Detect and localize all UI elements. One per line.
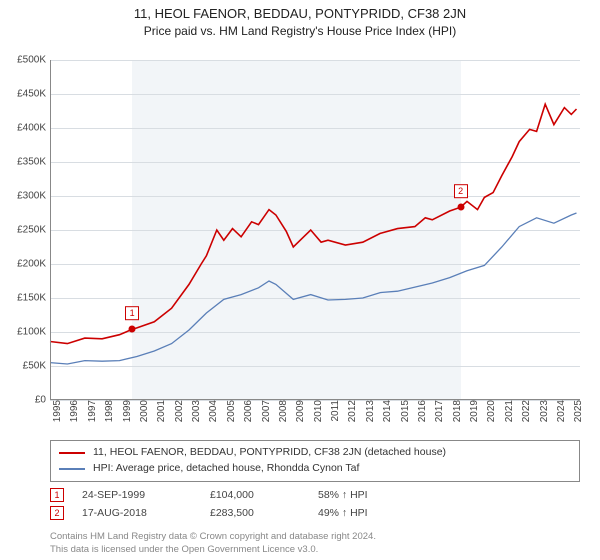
y-tick-label: £350K xyxy=(17,157,50,168)
sale-date: 24-SEP-1999 xyxy=(82,489,192,501)
y-tick-label: £500K xyxy=(17,55,50,66)
chart-plot-area: £0£50K£100K£150K£200K£250K£300K£350K£400… xyxy=(50,60,580,400)
legend-swatch xyxy=(59,452,85,454)
legend-item: HPI: Average price, detached house, Rhon… xyxy=(59,461,571,477)
y-tick-label: £150K xyxy=(17,293,50,304)
sale-marker-dot xyxy=(457,204,464,211)
x-tick-label: 2017 xyxy=(432,400,445,422)
x-tick-label: 2024 xyxy=(554,400,567,422)
y-tick-label: £200K xyxy=(17,259,50,270)
sale-marker-badge: 2 xyxy=(454,184,468,198)
legend-swatch xyxy=(59,468,85,470)
x-tick-label: 2005 xyxy=(224,400,237,422)
x-tick-label: 1995 xyxy=(50,400,63,422)
legend-label: 11, HEOL FAENOR, BEDDAU, PONTYPRIDD, CF3… xyxy=(93,445,446,461)
series-line-hpi xyxy=(50,213,577,364)
legend-label: HPI: Average price, detached house, Rhon… xyxy=(93,461,359,477)
x-tick-label: 2003 xyxy=(189,400,202,422)
line-layer xyxy=(50,60,580,400)
y-tick-label: £300K xyxy=(17,191,50,202)
x-tick-label: 2012 xyxy=(345,400,358,422)
legend-item: 11, HEOL FAENOR, BEDDAU, PONTYPRIDD, CF3… xyxy=(59,445,571,461)
y-tick-label: £50K xyxy=(23,361,50,372)
footer-line: This data is licensed under the Open Gov… xyxy=(50,544,580,556)
sale-marker-badge: 1 xyxy=(125,306,139,320)
x-tick-label: 1997 xyxy=(85,400,98,422)
sale-price: £104,000 xyxy=(210,489,300,501)
x-tick-label: 2004 xyxy=(206,400,219,422)
title-sub: Price paid vs. HM Land Registry's House … xyxy=(10,24,590,38)
x-tick-label: 2014 xyxy=(380,400,393,422)
x-tick-label: 2021 xyxy=(502,400,515,422)
title-main: 11, HEOL FAENOR, BEDDAU, PONTYPRIDD, CF3… xyxy=(10,6,590,21)
x-tick-label: 2001 xyxy=(154,400,167,422)
x-tick-label: 2020 xyxy=(484,400,497,422)
x-tick-label: 2006 xyxy=(241,400,254,422)
sale-hpi: 58% ↑ HPI xyxy=(318,489,368,501)
x-tick-label: 2023 xyxy=(537,400,550,422)
footer-attribution: Contains HM Land Registry data © Crown c… xyxy=(50,531,580,556)
x-tick-label: 2013 xyxy=(363,400,376,422)
x-tick-label: 2016 xyxy=(415,400,428,422)
sale-marker-dot xyxy=(129,326,136,333)
y-tick-label: £450K xyxy=(17,89,50,100)
x-tick-label: 2008 xyxy=(276,400,289,422)
sales-table: 1 24-SEP-1999 £104,000 58% ↑ HPI 2 17-AU… xyxy=(50,486,580,522)
x-tick-label: 2009 xyxy=(293,400,306,422)
chart-container: 11, HEOL FAENOR, BEDDAU, PONTYPRIDD, CF3… xyxy=(0,0,600,560)
x-axis-line xyxy=(50,399,580,400)
sale-date: 17-AUG-2018 xyxy=(82,507,192,519)
x-tick-label: 1996 xyxy=(67,400,80,422)
x-tick-label: 2018 xyxy=(450,400,463,422)
y-axis-line xyxy=(50,60,51,400)
sale-badge: 2 xyxy=(50,506,64,520)
y-tick-label: £100K xyxy=(17,327,50,338)
x-tick-label: 2007 xyxy=(259,400,272,422)
x-tick-label: 1998 xyxy=(102,400,115,422)
y-tick-label: £400K xyxy=(17,123,50,134)
x-tick-label: 2025 xyxy=(571,400,584,422)
footer-line: Contains HM Land Registry data © Crown c… xyxy=(50,531,580,543)
sales-row: 1 24-SEP-1999 £104,000 58% ↑ HPI xyxy=(50,486,580,504)
x-tick-label: 2019 xyxy=(467,400,480,422)
sale-badge: 1 xyxy=(50,488,64,502)
x-tick-label: 2015 xyxy=(398,400,411,422)
x-tick-label: 2022 xyxy=(519,400,532,422)
title-block: 11, HEOL FAENOR, BEDDAU, PONTYPRIDD, CF3… xyxy=(0,0,600,40)
y-tick-label: £250K xyxy=(17,225,50,236)
sale-hpi: 49% ↑ HPI xyxy=(318,507,368,519)
x-tick-label: 2002 xyxy=(172,400,185,422)
x-tick-label: 2000 xyxy=(137,400,150,422)
y-tick-label: £0 xyxy=(35,395,50,406)
x-tick-label: 2011 xyxy=(328,400,341,422)
legend-box: 11, HEOL FAENOR, BEDDAU, PONTYPRIDD, CF3… xyxy=(50,440,580,482)
sale-price: £283,500 xyxy=(210,507,300,519)
x-tick-label: 2010 xyxy=(311,400,324,422)
x-tick-label: 1999 xyxy=(120,400,133,422)
sales-row: 2 17-AUG-2018 £283,500 49% ↑ HPI xyxy=(50,504,580,522)
